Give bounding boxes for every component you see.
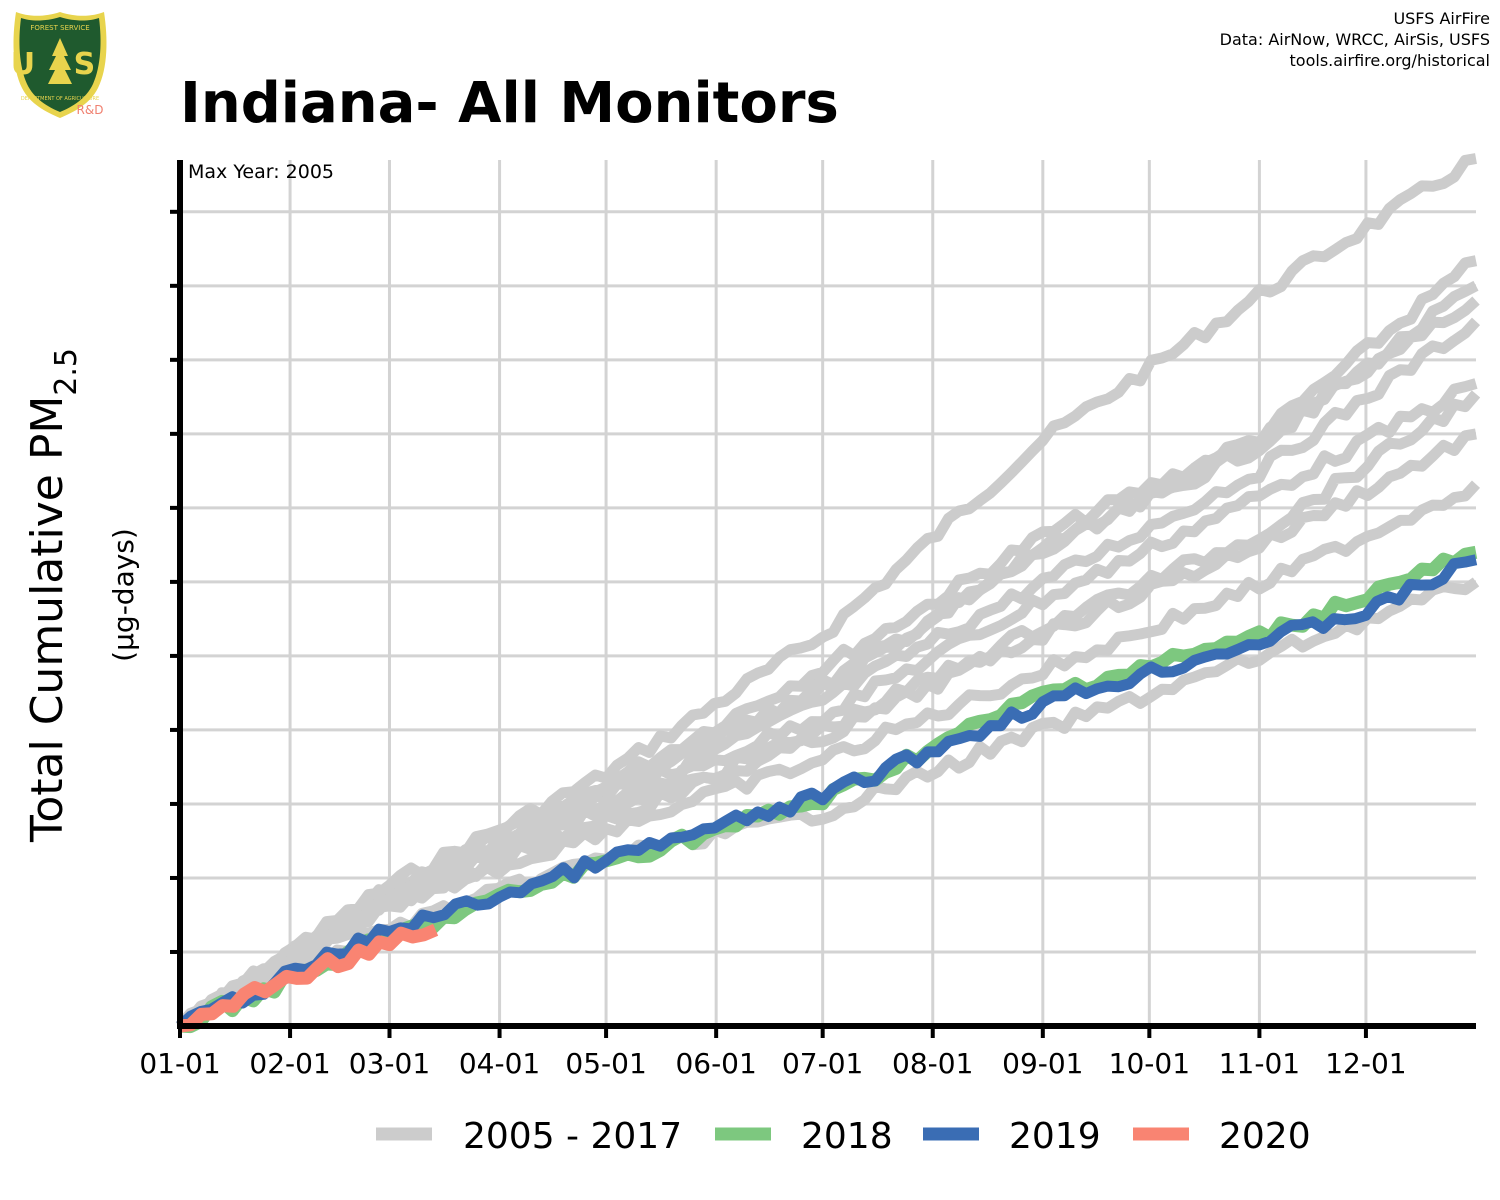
- logo-bottom-text: DEPARTMENT OF AGRICULTURE: [21, 96, 99, 102]
- max-year-annotation: Max Year: 2005: [188, 161, 334, 183]
- legend-label-3: 2020: [1219, 1116, 1311, 1157]
- y-axis-units: (µg-days): [107, 528, 140, 662]
- legend-label-2: 2019: [1009, 1116, 1101, 1157]
- x-tick-label-11: 12-01: [1325, 1047, 1406, 1080]
- credit-line-3: tools.airfire.org/historical: [1289, 51, 1490, 70]
- x-tick-label-6: 07-01: [782, 1047, 863, 1080]
- y-axis-label-sub: 2.5: [49, 348, 84, 396]
- credits: USFS AirFire Data: AirNow, WRCC, AirSis,…: [1220, 8, 1490, 71]
- logo-top-text: FOREST SERVICE: [30, 24, 89, 32]
- tree-icon: [48, 38, 72, 84]
- x-tick-labels: 01-01 02-01 03-01 04-01 05-01 06-01 07-01 08-01…: [139, 1026, 1407, 1080]
- x-tick-label-4: 05-01: [565, 1047, 646, 1080]
- series-2020: [179, 923, 439, 1033]
- credit-line-2: Data: AirNow, WRCC, AirSis, USFS: [1219, 30, 1490, 49]
- series-historical-8: [177, 480, 1481, 1031]
- x-tick-label-1: 02-01: [249, 1047, 330, 1080]
- page-title: Indiana- All Monitors: [180, 71, 839, 136]
- legend-label-1: 2018: [801, 1116, 893, 1157]
- credit-line-1: USFS AirFire: [1393, 9, 1490, 28]
- legend: 2005 - 2017 2018 2019 2020: [376, 1116, 1311, 1157]
- legend-label-0: 2005 - 2017: [463, 1116, 682, 1157]
- svg-text:(µg-days): (µg-days): [107, 528, 140, 662]
- x-tick-label-9: 10-01: [1109, 1047, 1190, 1080]
- series-2019: [176, 554, 1478, 1031]
- x-tick-label-7: 08-01: [892, 1047, 973, 1080]
- x-tick-label-3: 04-01: [459, 1047, 540, 1080]
- x-tick-label-10: 11-01: [1219, 1047, 1300, 1080]
- usfs-logo: FOREST SERVICE U S DEPARTMENT OF AGRICUL…: [11, 12, 107, 118]
- x-tick-label-8: 09-01: [1002, 1047, 1083, 1080]
- x-tick-label-5: 06-01: [675, 1047, 756, 1080]
- logo-badge: R&D: [77, 103, 104, 117]
- y-axis-label-main: Total Cumulative PM: [22, 396, 73, 843]
- svg-text:Total Cumulative PM2.5: Total Cumulative PM2.5: [22, 348, 84, 843]
- x-tick-label-2: 03-01: [349, 1047, 430, 1080]
- y-axis-label: Total Cumulative PM2.5: [22, 348, 84, 843]
- x-tick-label-0: 01-01: [139, 1047, 220, 1080]
- series-lines: [175, 153, 1481, 1034]
